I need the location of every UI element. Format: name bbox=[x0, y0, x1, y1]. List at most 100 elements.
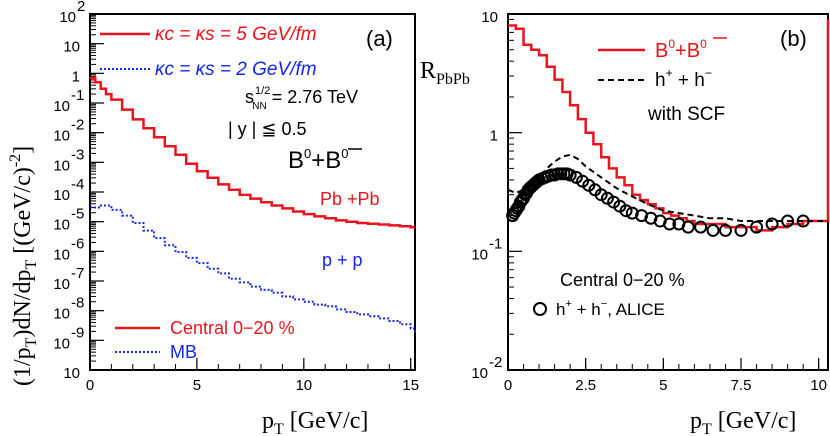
legend-a-bottom-label-1: MB bbox=[170, 342, 197, 362]
y-tick-exponent: -1 bbox=[71, 87, 84, 104]
legend-b-1-mid: + h bbox=[673, 70, 705, 91]
data-marker bbox=[663, 217, 677, 231]
y-tick-label: 1 bbox=[72, 68, 80, 85]
x-tick-label: 5 bbox=[193, 377, 201, 394]
series-line-a-1 bbox=[90, 204, 416, 333]
y-tick-label: 10 bbox=[63, 365, 80, 382]
panel-b-ylabel-sub: PbPb bbox=[436, 71, 470, 88]
rapidity-annotation: | y | ≦ 0.5 bbox=[228, 119, 306, 139]
panel-b-ylabel-main: R bbox=[420, 58, 436, 84]
y-tick-label: 10 bbox=[53, 217, 70, 234]
y-tick-exponent: -1 bbox=[489, 235, 502, 252]
y-tick-exponent: -5 bbox=[71, 206, 84, 223]
x-tick-label: 7.5 bbox=[731, 377, 752, 394]
y-tick-exponent: -3 bbox=[71, 146, 84, 163]
ylabel-part-2: )dN/dp bbox=[10, 270, 36, 338]
legend-a-bottom-label-0: Central 0−20 % bbox=[170, 318, 295, 338]
centrality-label: Central 0−20 % bbox=[560, 270, 685, 290]
panel-a-ticks: 0 5 10 1510210110-110-210-310-410-510-610-7… bbox=[53, 0, 419, 394]
energy-sub: NN bbox=[252, 101, 266, 112]
data-marker bbox=[594, 188, 608, 202]
particle-plus: +B bbox=[311, 147, 341, 174]
panel-b-ylabel: RPbPb bbox=[420, 58, 470, 88]
ylabel-part-1: T bbox=[23, 337, 40, 347]
data-marker bbox=[563, 168, 577, 182]
energy-annotation: s1/2 NN = 2.76 TeV bbox=[245, 85, 358, 112]
y-tick-exponent: -4 bbox=[71, 176, 84, 193]
alice-sup1: + bbox=[565, 298, 571, 310]
data-marker bbox=[734, 223, 748, 237]
data-marker bbox=[796, 214, 810, 228]
y-tick-exponent: -6 bbox=[71, 235, 84, 252]
scf-label: with SCF bbox=[647, 104, 725, 125]
series-line-b-1 bbox=[507, 153, 828, 222]
panel-b-xlabel: pT [GeV/c] bbox=[690, 408, 796, 436]
y-tick-exponent: -7 bbox=[71, 265, 84, 282]
alice-h: h bbox=[556, 300, 565, 319]
y-tick-exponent: -9 bbox=[71, 324, 84, 341]
y-tick-label: 10 bbox=[53, 276, 70, 293]
legend-b-0-plus: +B bbox=[675, 40, 700, 62]
legend-b-label-0: B0+B0 bbox=[655, 37, 707, 62]
legend-b-1-sup: + bbox=[666, 66, 673, 80]
legend-b-0-sup2: 0 bbox=[700, 37, 707, 51]
particle-bar-sup: 0 bbox=[341, 146, 348, 161]
x-tick-label: 10 bbox=[295, 377, 312, 394]
y-tick-label: 10 bbox=[53, 306, 70, 323]
x-tick-label: 0 bbox=[504, 377, 512, 394]
y-tick-exponent: 2 bbox=[77, 0, 85, 15]
y-tick-exponent: -2 bbox=[71, 117, 84, 134]
y-tick-label: 10 bbox=[53, 98, 70, 115]
x-tick-label: 10 bbox=[810, 377, 827, 394]
y-tick-label: 10 bbox=[63, 39, 80, 56]
x-tick-label: 2.5 bbox=[575, 377, 596, 394]
data-marker bbox=[781, 214, 795, 228]
panel-a-xlabel-sub: T bbox=[274, 421, 284, 436]
ylabel-part-6: ] bbox=[10, 146, 36, 154]
data-marker bbox=[619, 204, 633, 218]
y-tick-label: 10 bbox=[53, 128, 70, 145]
energy-sup: 1/2 bbox=[255, 85, 270, 97]
ylabel-part-0: (1/p bbox=[10, 347, 36, 386]
particle-annotation: B0+B0 bbox=[288, 146, 349, 174]
ylabel-part-3: T bbox=[23, 260, 40, 270]
series-line-a-0 bbox=[90, 76, 415, 229]
panel-b-xlabel-main: p bbox=[690, 408, 702, 434]
legend-b-0-b: B bbox=[655, 40, 668, 62]
y-tick-label: 10 bbox=[53, 157, 70, 174]
panel-a-label: (a) bbox=[366, 26, 393, 51]
legend-b-label-1: h+ + h− bbox=[655, 66, 712, 91]
alice-legend-label: h+ + h−, ALICE bbox=[556, 298, 665, 319]
legend-b-1-sup2: − bbox=[705, 66, 712, 80]
panel-b-label: (b) bbox=[780, 26, 807, 51]
legend-a-top-label-1: κc = κs = 2 GeV/fm bbox=[155, 59, 317, 80]
ylabel-part-5: -2 bbox=[7, 154, 24, 167]
y-tick-label: 10 bbox=[53, 246, 70, 263]
x-tick-label: 15 bbox=[402, 377, 419, 394]
panel-a: 0 5 10 1510210110-110-210-310-410-510-610-7… bbox=[7, 0, 419, 436]
y-tick-label: 10 bbox=[53, 335, 70, 352]
y-tick-label: 10 bbox=[471, 246, 488, 263]
y-tick-exponent: -2 bbox=[489, 354, 502, 371]
panel-a-xlabel-main: p bbox=[262, 408, 274, 434]
panel-a-series bbox=[90, 76, 416, 333]
alice-legend-marker bbox=[533, 302, 547, 316]
x-tick-label: 5 bbox=[659, 377, 667, 394]
panel-b-series bbox=[506, 19, 830, 237]
panel-a-ylabel: (1/pT)dN/dpT [(GeV/c)-2] bbox=[7, 146, 40, 386]
energy-s: s bbox=[245, 87, 254, 107]
data-marker bbox=[694, 220, 708, 234]
y-tick-label: 10 bbox=[481, 9, 498, 26]
legend-b-1-h: h bbox=[655, 70, 666, 91]
panel-b-xlabel-rest: [GeV/c] bbox=[712, 408, 797, 434]
series-line-b-0 bbox=[508, 19, 830, 232]
legend-b-0-sup: 0 bbox=[668, 37, 675, 51]
data-marker bbox=[750, 220, 764, 234]
energy-value: = 2.76 TeV bbox=[267, 87, 358, 107]
y-tick-label: 10 bbox=[59, 9, 76, 26]
pbpb-label: Pb +Pb bbox=[320, 189, 380, 209]
ylabel-part-4: [(GeV/c) bbox=[10, 167, 36, 260]
